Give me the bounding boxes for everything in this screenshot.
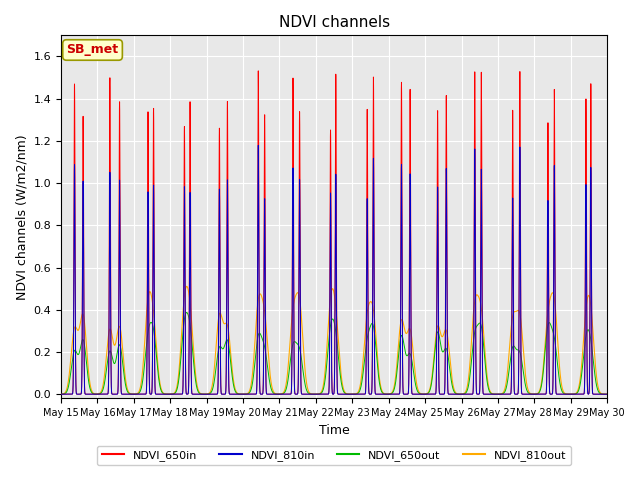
NDVI_810in [493, 391, 501, 397]
Line: NDVI_810out: NDVI_810out [61, 287, 607, 394]
Legend: NDVI_650in, NDVI_810in, NDVI_650out, NDVI_810out: NDVI_650in, NDVI_810in, NDVI_650out, NDV… [97, 445, 571, 466]
NDVI_810out [183, 284, 191, 289]
Line: NDVI_650in: NDVI_650in [61, 71, 607, 394]
NDVI_650out [467, 364, 475, 370]
Y-axis label: NDVI channels (W/m2/nm): NDVI channels (W/m2/nm) [15, 134, 28, 300]
X-axis label: Time: Time [319, 424, 349, 437]
NDVI_810out [57, 391, 65, 397]
NDVI_650in [287, 391, 295, 396]
NDVI_650out [604, 391, 611, 397]
NDVI_810in [57, 391, 65, 397]
Text: SB_met: SB_met [67, 44, 118, 57]
NDVI_810in [287, 391, 295, 396]
NDVI_810in [604, 391, 611, 397]
NDVI_810out [604, 391, 611, 397]
NDVI_650in [272, 391, 280, 397]
NDVI_650in [493, 391, 501, 397]
NDVI_650in [488, 391, 496, 397]
NDVI_650in [604, 391, 611, 397]
NDVI_810in [272, 391, 280, 397]
Line: NDVI_650out: NDVI_650out [61, 312, 607, 394]
Title: NDVI channels: NDVI channels [278, 15, 390, 30]
NDVI_810out [272, 391, 280, 396]
NDVI_650in [57, 391, 65, 397]
NDVI_810out [508, 316, 516, 322]
NDVI_650out [493, 391, 501, 397]
NDVI_650in [508, 191, 516, 197]
NDVI_810out [493, 391, 501, 397]
NDVI_650in [467, 391, 475, 397]
NDVI_650out [508, 346, 516, 351]
NDVI_650out [287, 352, 295, 358]
NDVI_810in [467, 391, 475, 397]
NDVI_650out [272, 391, 280, 397]
NDVI_810out [467, 348, 475, 353]
NDVI_810in [255, 143, 262, 148]
Line: NDVI_810in: NDVI_810in [61, 145, 607, 394]
NDVI_810in [488, 391, 496, 397]
NDVI_810out [287, 324, 295, 330]
NDVI_810in [508, 253, 516, 259]
NDVI_650out [57, 391, 65, 397]
NDVI_650out [183, 310, 191, 315]
NDVI_650in [255, 68, 262, 74]
NDVI_810out [488, 391, 496, 396]
NDVI_650out [488, 391, 496, 397]
